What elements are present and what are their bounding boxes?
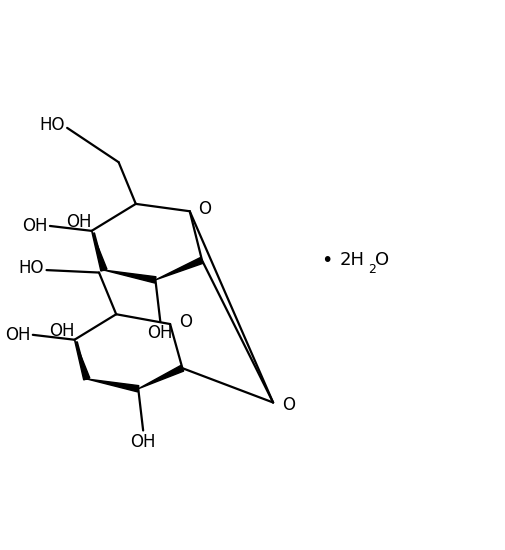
Text: HO: HO bbox=[19, 258, 44, 277]
Polygon shape bbox=[138, 365, 184, 389]
Text: O: O bbox=[282, 396, 295, 414]
Text: OH: OH bbox=[49, 322, 75, 340]
Polygon shape bbox=[104, 270, 156, 283]
Text: O: O bbox=[198, 200, 212, 218]
Text: OH: OH bbox=[5, 326, 30, 344]
Text: 2H: 2H bbox=[339, 251, 364, 270]
Polygon shape bbox=[75, 340, 90, 380]
Text: OH: OH bbox=[130, 433, 156, 451]
Polygon shape bbox=[92, 231, 107, 271]
Text: •: • bbox=[321, 251, 333, 270]
Polygon shape bbox=[156, 257, 203, 280]
Text: OH: OH bbox=[22, 217, 47, 235]
Text: OH: OH bbox=[66, 213, 92, 231]
Text: OH: OH bbox=[147, 324, 173, 342]
Text: 2: 2 bbox=[368, 262, 376, 276]
Text: O: O bbox=[375, 251, 389, 270]
Polygon shape bbox=[87, 379, 139, 392]
Text: HO: HO bbox=[39, 117, 65, 134]
Text: O: O bbox=[179, 312, 192, 331]
